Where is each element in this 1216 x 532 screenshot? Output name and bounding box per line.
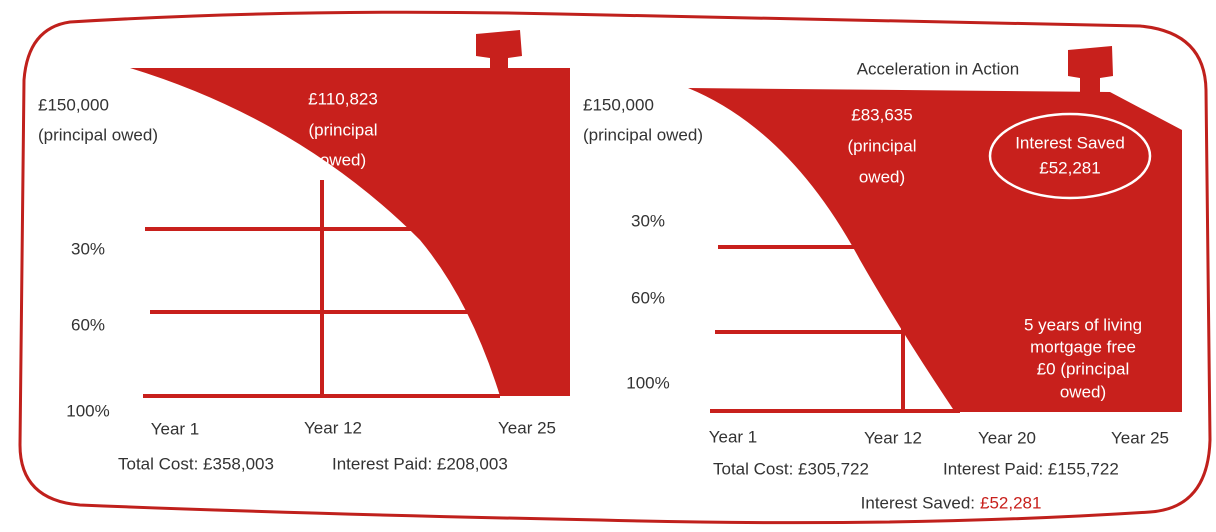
left-house [130, 30, 570, 398]
year-label: Year 12 [864, 428, 922, 447]
start-label: (principal owed) [38, 125, 158, 144]
labels: £150,000 (principal owed) £110,823 (princip… [38, 59, 1169, 512]
level-label: 60% [71, 315, 105, 334]
mid-label: £83,635 [851, 105, 912, 124]
year-label: Year 1 [151, 419, 200, 438]
total-label: Total Cost: £358,003 [118, 454, 274, 473]
left-chimney [476, 30, 522, 70]
panel-title: Acceleration in Action [857, 59, 1020, 78]
end-label: owed) [1060, 382, 1106, 401]
frame [18, 10, 1212, 525]
end-label: mortgage free [1030, 337, 1136, 356]
total-label: Interest Paid: £155,722 [943, 459, 1119, 478]
year-label: Year 25 [498, 418, 556, 437]
level-label: 100% [66, 401, 109, 420]
mid-label: owed) [859, 167, 905, 186]
year-label: Year 12 [304, 418, 362, 437]
total-label: Interest Paid: £208,003 [332, 454, 508, 473]
saved-amount: £52,281 [980, 493, 1041, 512]
mid-label: (principal [309, 120, 378, 139]
mid-label: owed) [320, 150, 366, 169]
saved-label: Interest Saved: [861, 493, 975, 512]
mid-label: £110,823 [308, 89, 378, 108]
level-label: 30% [71, 239, 105, 258]
left-curve-area [130, 68, 570, 396]
level-label: 60% [631, 288, 665, 307]
end-label: £0 (principal [1037, 359, 1130, 378]
end-label: 5 years of living [1024, 315, 1142, 334]
level-label: 30% [631, 211, 665, 230]
start-label: £150,000 [583, 95, 654, 114]
level-label: 100% [626, 373, 669, 392]
right-house [688, 46, 1182, 413]
right-curve-area [688, 88, 1182, 412]
badge-label: Interest Saved [1015, 133, 1125, 152]
right-chimney [1068, 46, 1113, 95]
badge-label: £52,281 [1039, 158, 1100, 177]
start-label: £150,000 [38, 95, 109, 114]
start-label: (principal owed) [583, 125, 703, 144]
total-label: Total Cost: £305,722 [713, 459, 869, 478]
mid-label: (principal [848, 136, 917, 155]
year-label: Year 1 [709, 427, 758, 446]
saved-circle [988, 112, 1152, 200]
year-label: Year 25 [1111, 428, 1169, 447]
year-label: Year 20 [978, 428, 1036, 447]
